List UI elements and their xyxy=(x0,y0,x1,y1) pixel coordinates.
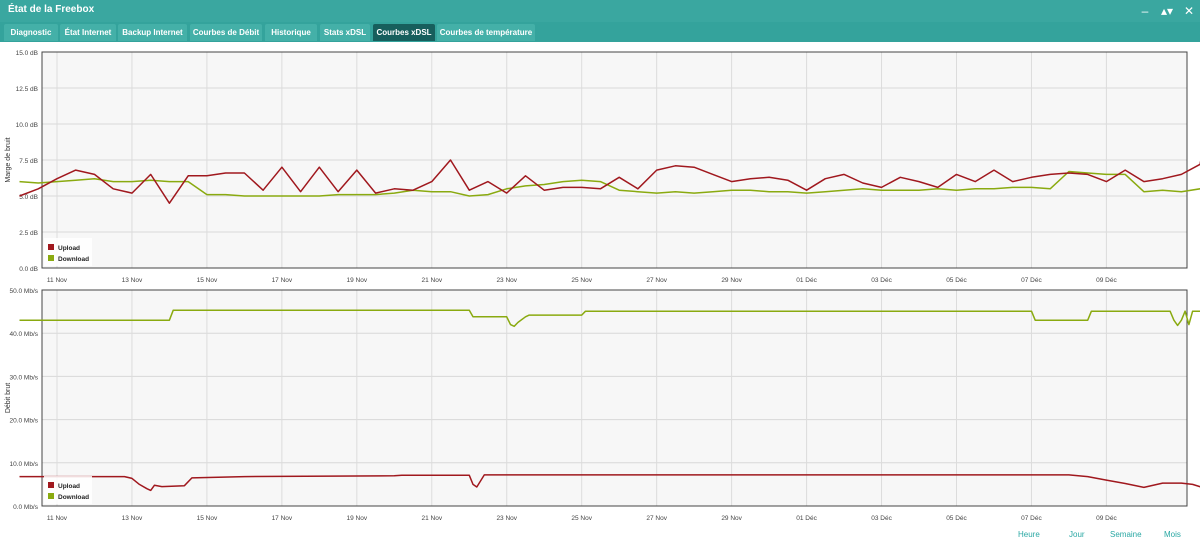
plot-border xyxy=(41,289,1188,507)
tab-historique[interactable]: Historique xyxy=(265,24,317,41)
y-axis-label: Débit brut xyxy=(5,383,12,413)
x-tick-label: 09 Déc xyxy=(1096,277,1117,284)
x-tick-label: 11 Nov xyxy=(47,515,68,522)
x-tick-label: 23 Nov xyxy=(496,277,517,284)
legend-box xyxy=(44,476,92,504)
x-tick-label: 03 Déc xyxy=(871,277,892,284)
legend-label-upload: Upload xyxy=(58,245,80,252)
x-tick-label: 07 Déc xyxy=(1021,277,1042,284)
tab-diagnostic[interactable]: Diagnostic xyxy=(4,24,58,41)
x-tick-label: 17 Nov xyxy=(272,277,293,284)
tab-bar: Diagnostic État Internet Backup Internet… xyxy=(0,22,1200,42)
y-tick-label: 10.0 dB xyxy=(16,122,38,129)
legend-swatch xyxy=(48,482,54,488)
x-tick-label: 11 Nov xyxy=(47,277,68,284)
tab-courbes-debit[interactable]: Courbes de Débit xyxy=(190,24,262,41)
x-tick-label: 07 Déc xyxy=(1021,515,1042,522)
x-tick-label: 05 Déc xyxy=(946,277,967,284)
x-tick-label: 27 Nov xyxy=(646,515,667,522)
y-tick-label: 10.0 Mb/s xyxy=(9,461,38,468)
y-tick-label: 50.0 Mb/s xyxy=(9,288,38,295)
x-tick-label: 19 Nov xyxy=(347,277,368,284)
x-tick-label: 13 Nov xyxy=(122,277,143,284)
close-icon[interactable]: ✕ xyxy=(1183,4,1195,18)
y-tick-label: 0.0 dB xyxy=(19,266,38,273)
y-tick-label: 40.0 Mb/s xyxy=(9,331,38,338)
tab-etat-internet[interactable]: État Internet xyxy=(60,24,116,41)
x-tick-label: 27 Nov xyxy=(646,277,667,284)
x-tick-label: 15 Nov xyxy=(197,277,218,284)
y-tick-label: 30.0 Mb/s xyxy=(9,374,38,381)
range-link-semaine[interactable]: Semaine xyxy=(1110,530,1142,539)
series-line-download xyxy=(19,309,1200,328)
range-link-mois[interactable]: Mois xyxy=(1164,530,1181,539)
tab-backup-internet[interactable]: Backup Internet xyxy=(118,24,187,41)
tab-courbes-temperature[interactable]: Courbes de température xyxy=(437,24,535,41)
y-tick-label: 15.0 dB xyxy=(16,50,38,57)
y-tick-label: 0.0 Mb/s xyxy=(13,504,39,511)
range-link-heure[interactable]: Heure xyxy=(1018,530,1040,539)
x-tick-label: 25 Nov xyxy=(571,277,592,284)
legend-swatch xyxy=(48,244,54,250)
window-title: État de la Freebox xyxy=(8,4,95,15)
y-tick-label: 2.5 dB xyxy=(19,230,38,237)
legend-label-upload: Upload xyxy=(58,483,80,490)
x-tick-label: 21 Nov xyxy=(421,515,442,522)
x-tick-label: 05 Déc xyxy=(946,515,967,522)
plot-background xyxy=(42,290,1187,506)
tab-courbes-xdsl[interactable]: Courbes xDSL xyxy=(373,24,435,41)
series-line-download xyxy=(19,170,1200,197)
x-tick-label: 15 Nov xyxy=(197,515,218,522)
y-tick-label: 20.0 Mb/s xyxy=(9,418,38,425)
legend-label-download: Download xyxy=(58,256,89,263)
x-tick-label: 21 Nov xyxy=(421,277,442,284)
y-tick-label: 5.0 dB xyxy=(19,194,38,201)
range-link-jour[interactable]: Jour xyxy=(1069,530,1085,539)
x-tick-label: 29 Nov xyxy=(721,277,742,284)
x-tick-label: 03 Déc xyxy=(871,515,892,522)
x-tick-label: 01 Déc xyxy=(796,277,817,284)
x-tick-label: 23 Nov xyxy=(496,515,517,522)
legend-swatch xyxy=(48,255,54,261)
x-tick-label: 19 Nov xyxy=(347,515,368,522)
y-tick-label: 7.5 dB xyxy=(19,158,38,165)
x-tick-label: 17 Nov xyxy=(272,515,293,522)
y-tick-label: 12.5 dB xyxy=(16,86,38,93)
raw-rate-chart: 0.0 Mb/s 10.0 Mb/s 20.0 Mb/s 30.0 Mb/s 40.0 … xyxy=(5,288,1200,522)
minimize-icon[interactable]: – xyxy=(1141,4,1149,18)
x-tick-label: 13 Nov xyxy=(122,515,143,522)
tab-stats-xdsl[interactable]: Stats xDSL xyxy=(320,24,370,41)
x-tick-label: 09 Déc xyxy=(1096,515,1117,522)
legend-label-download: Download xyxy=(58,494,89,501)
plot-border xyxy=(41,51,1188,269)
window-titlebar: État de la Freebox – ▴▾ ✕ xyxy=(0,0,1200,22)
series-line-upload xyxy=(19,474,1200,492)
x-tick-label: 01 Déc xyxy=(796,515,817,522)
legend-swatch xyxy=(48,493,54,499)
y-axis-label: Marge de bruit xyxy=(5,137,12,182)
noise-margin-chart: 0.0 dB 2.5 dB 5.0 dB 7.5 dB 10.0 dB 12.5 dB 15… xyxy=(5,50,1200,284)
x-tick-label: 25 Nov xyxy=(571,515,592,522)
legend-box xyxy=(44,238,92,266)
x-tick-label: 29 Nov xyxy=(721,515,742,522)
series-line-upload xyxy=(19,159,1200,204)
maximize-icon[interactable]: ▴▾ xyxy=(1160,4,1174,18)
